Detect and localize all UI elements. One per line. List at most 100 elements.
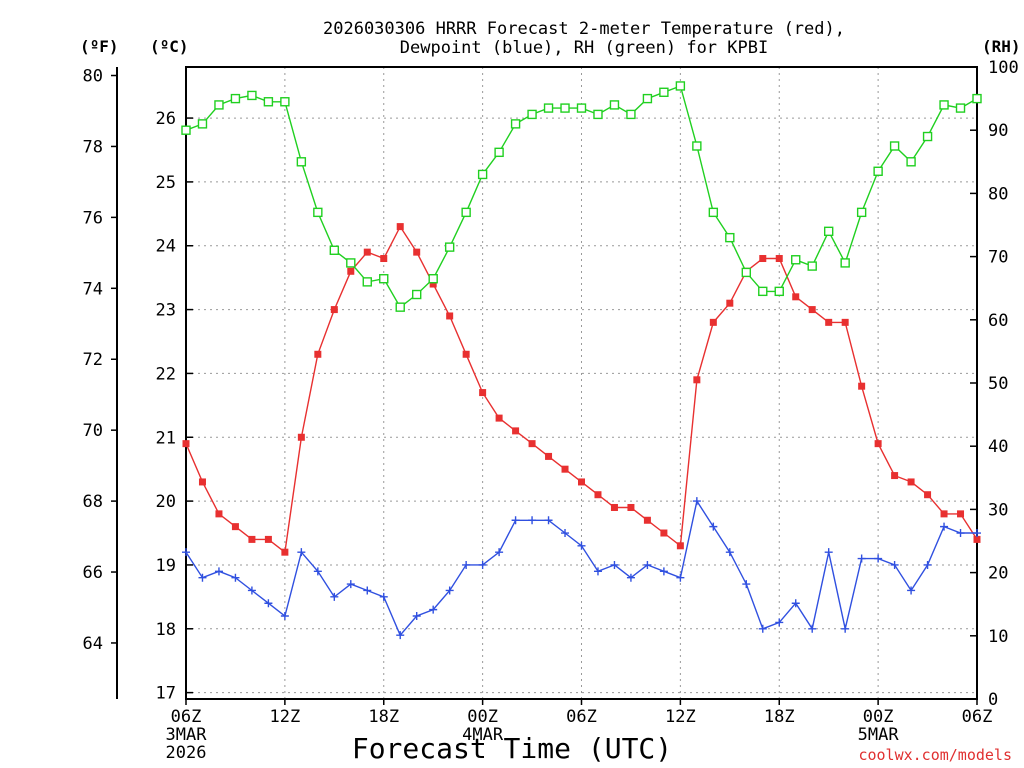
fahrenheit-tick-label: 76	[83, 208, 103, 228]
rh-point	[758, 286, 768, 297]
celsius-unit-label: (ºC)	[150, 37, 189, 56]
rh-tick-label: 70	[988, 248, 1008, 268]
date-label: 5MAR	[858, 725, 900, 745]
rh-point	[675, 81, 686, 91]
dewpoint-point	[659, 567, 668, 576]
dewpoint-point	[775, 618, 784, 627]
2-meter-temperature-point	[841, 318, 849, 326]
time-tick-label: 18Z	[764, 707, 795, 727]
2-meter-temperature-point	[281, 548, 289, 556]
2-meter-temperature-point	[182, 440, 190, 448]
rh-point	[477, 169, 488, 180]
2-meter-temperature-point	[446, 312, 454, 320]
rh-point	[922, 131, 933, 142]
rh-point	[593, 109, 603, 120]
2-meter-temperature-point	[248, 535, 256, 543]
rh-point	[807, 261, 817, 271]
2-meter-temperature-point	[561, 465, 569, 473]
fahrenheit-tick-label: 64	[83, 634, 103, 654]
dewpoint-point	[214, 567, 223, 576]
2-meter-temperature-point	[808, 306, 816, 314]
2-meter-temperature-point	[512, 427, 520, 435]
date-label: 3MAR	[166, 725, 208, 745]
rh-point	[362, 277, 372, 287]
2-meter-temperature-point	[660, 529, 668, 537]
dewpoint-point	[725, 548, 734, 557]
rh-point	[313, 207, 323, 218]
fahrenheit-tick-label: 74	[83, 279, 103, 299]
rh-point	[230, 93, 241, 104]
rh-point	[214, 100, 224, 110]
year-label: 2026	[166, 743, 207, 763]
dewpoint-point	[824, 548, 833, 557]
2-meter-temperature-point	[413, 248, 421, 256]
2-meter-temperature-point	[676, 542, 684, 550]
fahrenheit-axis: 64 66 68 70 72 74 76 78 80	[83, 67, 117, 654]
dewpoint-point	[445, 586, 454, 595]
rh-point	[461, 207, 471, 218]
rh-point	[543, 103, 554, 113]
2-meter-temperature-point	[578, 478, 585, 486]
dewpoint-point	[923, 560, 932, 569]
rh-point	[873, 166, 883, 176]
2-meter-temperature-point	[858, 382, 866, 390]
rh-point	[181, 125, 191, 135]
rh-point	[197, 119, 208, 129]
rh-tick-label: 100	[988, 58, 1019, 78]
dewpoint-point	[396, 631, 405, 640]
celsius-tick-label: 21	[156, 428, 176, 448]
rh-point	[955, 103, 966, 113]
dewpoint-point	[742, 580, 751, 589]
2-meter-temperature-point	[363, 248, 371, 256]
rh-tick-label: 10	[988, 627, 1008, 647]
dewpoint-point	[363, 586, 372, 595]
2-meter-temperature-point	[792, 293, 800, 301]
chart-title-line1: 2026030306 HRRR Forecast 2-meter Tempera…	[323, 19, 845, 39]
rh-point	[889, 141, 900, 151]
2-meter-temperature-point	[545, 452, 553, 460]
rh-point	[329, 245, 340, 255]
credit-link[interactable]: coolwx.com/models	[858, 746, 1012, 764]
dewpoint-point	[495, 548, 504, 557]
dewpoint-point	[379, 592, 388, 601]
rh-point	[708, 207, 719, 218]
celsius-tick-label: 24	[156, 237, 176, 257]
dewpoint-point	[676, 573, 685, 582]
2-meter-temperature-point	[495, 414, 503, 422]
dewpoint-point	[412, 612, 421, 621]
rh-point	[560, 103, 570, 113]
rh-point	[395, 302, 405, 312]
rh-tick-label: 0	[988, 690, 998, 710]
rh-point	[659, 87, 669, 97]
2-meter-temperature-point	[643, 516, 651, 524]
dewpoint-point	[758, 624, 767, 633]
dewpoint-point	[346, 580, 355, 589]
fahrenheit-tick-label: 78	[83, 137, 103, 157]
2-meter-temperature-point	[891, 472, 899, 480]
2-meter-temperature-point	[973, 535, 981, 543]
rh-point	[379, 274, 389, 284]
dewpoint-point	[890, 560, 899, 569]
dewpoint-point	[478, 560, 487, 569]
2-meter-temperature-series	[182, 223, 981, 556]
dewpoint-point	[593, 567, 602, 576]
2-meter-temperature-point	[297, 433, 305, 441]
dewpoint-series	[182, 497, 981, 640]
rh-point	[774, 286, 784, 297]
rh-point	[972, 93, 982, 104]
2-meter-temperature-point	[528, 440, 536, 448]
rh-point	[840, 258, 850, 268]
time-tick-label: 12Z	[270, 707, 301, 727]
rh-point	[576, 103, 587, 113]
fahrenheit-tick-label: 68	[83, 492, 103, 512]
celsius-tick-label: 22	[156, 364, 176, 384]
rh-tick-label: 60	[988, 311, 1008, 331]
dewpoint-point	[692, 497, 701, 506]
celsius-tick-label: 26	[156, 109, 176, 129]
2-meter-temperature-point	[396, 223, 404, 231]
rh-tick-label: 40	[988, 437, 1008, 457]
dewpoint-point	[462, 560, 471, 569]
dewpoint-point	[330, 592, 339, 601]
rh-point	[939, 100, 949, 110]
